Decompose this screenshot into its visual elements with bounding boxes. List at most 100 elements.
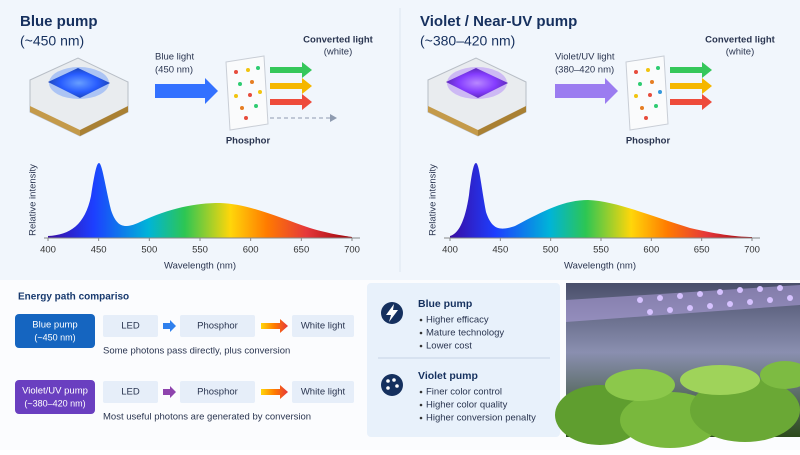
shape	[447, 67, 507, 99]
y-axis-label: Relative intensity	[428, 164, 439, 236]
output-arrow	[670, 62, 712, 78]
shape	[238, 82, 242, 86]
shape	[777, 285, 783, 291]
input-arrow	[555, 78, 618, 104]
shape	[30, 106, 80, 136]
x-tick-label: 700	[744, 245, 760, 256]
shape	[656, 66, 660, 70]
x-tick-label: 450	[492, 245, 508, 256]
bullet	[419, 416, 423, 420]
feature-title: Violet pump	[418, 370, 478, 382]
step-box	[180, 315, 255, 337]
shape	[646, 68, 650, 72]
shape	[605, 369, 675, 401]
output-note: (white)	[324, 47, 353, 58]
shape	[234, 94, 238, 98]
shape	[767, 297, 773, 303]
pump-sublabel: (~450 nm)	[34, 332, 75, 342]
x-axis-label: Wavelength (nm)	[564, 261, 636, 272]
step-label: Phosphor	[197, 321, 238, 332]
step-box	[292, 315, 354, 337]
icon-palette	[381, 374, 403, 396]
shape	[386, 379, 390, 383]
shape	[250, 80, 254, 84]
pump-label: Violet/UV pump	[22, 386, 88, 397]
icon-bolt	[381, 302, 403, 324]
y-axis-label: Relative intensity	[28, 164, 39, 236]
panel-title: Violet / Near-UV pump	[420, 13, 577, 30]
shape	[667, 307, 673, 313]
shape	[658, 90, 662, 94]
shape	[647, 309, 653, 315]
input-label: Violet/UV light	[555, 52, 615, 63]
bullet	[419, 318, 423, 322]
x-tick-label: 600	[243, 245, 259, 256]
shape	[381, 374, 403, 396]
step-box	[292, 381, 354, 403]
output-arrow	[270, 78, 312, 94]
shape	[428, 106, 478, 136]
step-box	[103, 315, 158, 337]
shape	[634, 94, 638, 98]
x-tick-label: 650	[694, 245, 710, 256]
feature-item: Mature technology	[426, 328, 504, 339]
led-chip	[427, 57, 527, 137]
row-note: Some photons pass directly, plus convers…	[103, 346, 290, 357]
pump-badge	[15, 314, 95, 348]
shape	[248, 93, 252, 97]
feature-item: Finer color control	[426, 387, 502, 398]
input-arrow	[155, 78, 218, 104]
feature-title: Blue pump	[418, 298, 472, 310]
direct-path-head	[330, 114, 337, 122]
shape	[707, 303, 713, 309]
x-tick-label: 500	[141, 245, 157, 256]
shape	[446, 68, 508, 98]
feature-item: Lower cost	[426, 341, 472, 352]
phosphor-plate	[225, 55, 269, 131]
x-tick-label: 550	[593, 245, 609, 256]
output-arrow	[670, 78, 712, 94]
shape	[625, 55, 669, 131]
bullet	[419, 344, 423, 348]
x-axis-label: Wavelength (nm)	[164, 261, 236, 272]
step-label: LED	[121, 387, 140, 398]
output-note: (white)	[726, 47, 755, 58]
shape	[386, 304, 398, 322]
shape	[677, 293, 683, 299]
x-tick-label: 650	[293, 245, 309, 256]
output-arrow	[270, 94, 312, 110]
shape	[225, 55, 269, 131]
output-arrow	[270, 62, 312, 78]
bullet	[419, 403, 423, 407]
input-wavelength: (450 nm)	[155, 65, 193, 76]
x-tick-label: 450	[91, 245, 107, 256]
feature-item: Higher color quality	[426, 400, 508, 411]
shape	[566, 285, 800, 322]
panel-subtitle: (~450 nm)	[20, 33, 84, 49]
bullet	[419, 331, 423, 335]
shape	[637, 297, 643, 303]
shape	[737, 287, 743, 293]
shape	[640, 106, 644, 110]
step-box	[180, 381, 255, 403]
shape	[644, 116, 648, 120]
x-tick-label: 700	[344, 245, 360, 256]
step-label: White light	[301, 321, 346, 332]
pump-sublabel: (~380–420 nm)	[24, 398, 85, 408]
x-tick-label: 600	[643, 245, 659, 256]
panel-title: Blue pump	[20, 13, 98, 30]
shape	[637, 285, 793, 315]
shape	[80, 106, 128, 136]
step-label: Phosphor	[197, 387, 238, 398]
row-note: Most useful photons are generated by con…	[103, 412, 311, 423]
bullet	[419, 390, 423, 394]
shape	[234, 70, 238, 74]
phosphor-label: Phosphor	[226, 136, 271, 147]
shape	[760, 361, 800, 389]
shape	[727, 301, 733, 307]
output-label: Converted light	[705, 35, 776, 46]
shape	[256, 66, 260, 70]
features-panel	[367, 283, 560, 437]
shape	[757, 286, 763, 292]
